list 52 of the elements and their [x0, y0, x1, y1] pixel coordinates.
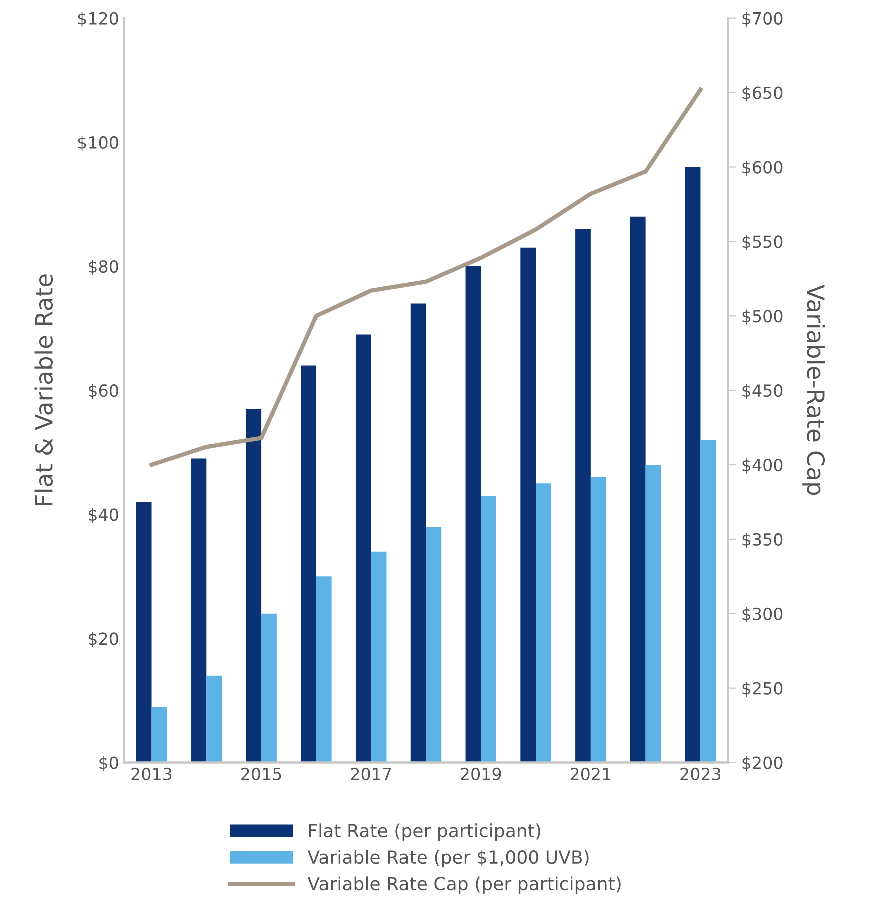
- y-tick-label: $100: [78, 136, 118, 152]
- bar: [700, 440, 716, 763]
- bar: [520, 248, 536, 763]
- bar: [246, 409, 262, 763]
- bar: [685, 167, 701, 763]
- y-tick-label: $20: [89, 632, 118, 648]
- y-tick-label: $80: [89, 260, 118, 276]
- bar: [262, 614, 277, 763]
- bar: [576, 229, 591, 763]
- y-tick-label: $60: [89, 384, 118, 400]
- legend-label: Variable Rate Cap (per participant): [308, 876, 621, 894]
- y2-tick-label: $700: [742, 12, 783, 28]
- y-tick-label: $40: [89, 508, 118, 524]
- bar: [152, 706, 168, 763]
- bar: [646, 465, 662, 763]
- y2-tick-label: $250: [742, 682, 783, 698]
- x-tick-label: 2017: [351, 768, 392, 781]
- x-tick-label: 2021: [570, 768, 611, 781]
- bar: [590, 477, 606, 763]
- y2-tick-label: $400: [742, 458, 783, 474]
- y-tick-label: $0: [100, 756, 118, 772]
- bar: [316, 576, 332, 763]
- y-tick-label: $120: [78, 12, 118, 28]
- y-axis-title: Flat & Variable Rate: [34, 274, 54, 506]
- bar: [426, 527, 442, 763]
- y2-tick-label: $500: [742, 310, 783, 325]
- y2-tick-label: $350: [742, 533, 783, 548]
- bar: [301, 366, 316, 763]
- y2-tick-label: $200: [742, 756, 783, 772]
- bar: [371, 552, 387, 763]
- bar: [630, 216, 646, 763]
- bar: [206, 676, 222, 763]
- x-tick-label: 2023: [680, 768, 721, 781]
- line-series: [150, 88, 703, 468]
- x-tick-label: 2013: [132, 768, 172, 781]
- bar: [466, 266, 482, 763]
- legend-label: Variable Rate (per $1,000 UVB): [308, 850, 589, 868]
- bar: [536, 484, 552, 763]
- x-tick-label: 2019: [461, 768, 502, 781]
- y2-axis-title: Variable-Rate Cap: [802, 284, 826, 496]
- bar: [356, 334, 372, 763]
- x-tick-label: 2015: [242, 768, 282, 781]
- y2-tick-label: $300: [742, 608, 783, 623]
- bar: [410, 304, 426, 763]
- legend-label: Flat Rate (per participant): [309, 824, 540, 842]
- bar: [191, 458, 207, 763]
- bar: [481, 496, 497, 763]
- y2-tick-label: $600: [742, 160, 783, 176]
- bar: [136, 502, 152, 763]
- y2-tick-label: $550: [742, 235, 783, 250]
- y2-tick-label: $650: [742, 86, 783, 102]
- y2-tick-label: $450: [742, 384, 783, 400]
